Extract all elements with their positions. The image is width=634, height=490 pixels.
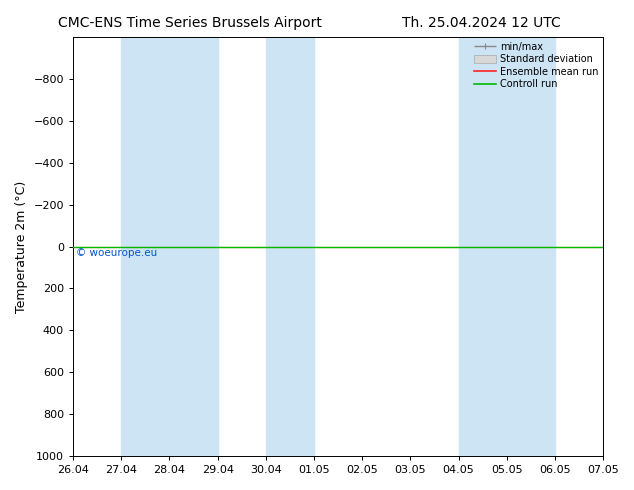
Text: © woeurope.eu: © woeurope.eu bbox=[75, 248, 157, 258]
Bar bbox=[458, 37, 555, 456]
Bar bbox=[603, 37, 623, 456]
Text: CMC-ENS Time Series Brussels Airport: CMC-ENS Time Series Brussels Airport bbox=[58, 16, 322, 30]
Y-axis label: Temperature 2m (°C): Temperature 2m (°C) bbox=[15, 180, 28, 313]
Text: Th. 25.04.2024 12 UTC: Th. 25.04.2024 12 UTC bbox=[403, 16, 561, 30]
Bar bbox=[266, 37, 314, 456]
Bar bbox=[121, 37, 217, 456]
Legend: min/max, Standard deviation, Ensemble mean run, Controll run: min/max, Standard deviation, Ensemble me… bbox=[472, 40, 600, 91]
